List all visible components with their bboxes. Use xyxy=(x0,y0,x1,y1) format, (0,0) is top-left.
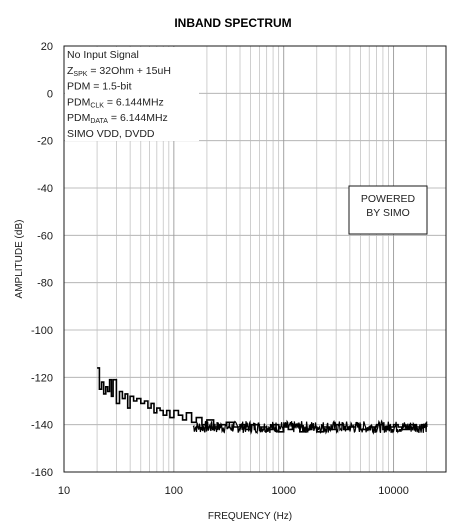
conditions-box-bg xyxy=(65,47,199,141)
series-layer xyxy=(97,367,428,435)
conditions-annotation: No Input Signal ZSPK = 32Ohm + 15uH PDM = … xyxy=(65,47,199,141)
y-tick-label: -60 xyxy=(37,230,53,242)
chart-title: INBAND SPECTRUM xyxy=(174,16,291,30)
y-tick-label: -120 xyxy=(31,372,53,384)
y-tick-label: 20 xyxy=(41,41,53,53)
y-tick-label: 0 xyxy=(47,88,53,100)
y-tick-label: -20 xyxy=(37,136,53,148)
powered-by-simo-badge: POWERED BY SIMO xyxy=(348,185,428,235)
series-noise xyxy=(192,419,428,435)
condition-line: PDM = 1.5-bit xyxy=(67,81,132,93)
x-axis-label: FREQUENCY (Hz) xyxy=(208,511,292,522)
y-tick-label: -160 xyxy=(31,467,53,479)
condition-line: PDMCLK = 6.144MHz xyxy=(67,96,164,109)
x-tick-label: 1000 xyxy=(271,485,295,497)
plot-frame xyxy=(63,45,447,473)
y-tick-label: -80 xyxy=(37,278,53,290)
badge-line: BY SIMO xyxy=(366,207,410,219)
condition-line: No Input Signal xyxy=(67,49,139,61)
x-tick-labels: 10 100 1000 10000 xyxy=(58,485,409,497)
y-tick-label: -100 xyxy=(31,325,53,337)
condition-line: PDMDATA = 6.144MHz xyxy=(67,112,168,125)
x-tick-label: 10 xyxy=(58,485,70,497)
y-tick-labels: 20 0 -20 -40 -60 -80 -100 -120 -140 -160 xyxy=(31,41,53,479)
y-axis-label: AMPLITUDE (dB) xyxy=(14,220,25,299)
badge-line: POWERED xyxy=(361,193,416,205)
y-tick-label: -140 xyxy=(31,420,53,432)
y-tick-label: -40 xyxy=(37,183,53,195)
x-tick-label: 100 xyxy=(165,485,183,497)
badge-frame xyxy=(348,185,428,235)
x-tick-label: 10000 xyxy=(378,485,409,497)
condition-line: ZSPK = 32Ohm + 15uH xyxy=(67,65,171,78)
condition-line: SIMO VDD, DVDD xyxy=(67,128,155,140)
